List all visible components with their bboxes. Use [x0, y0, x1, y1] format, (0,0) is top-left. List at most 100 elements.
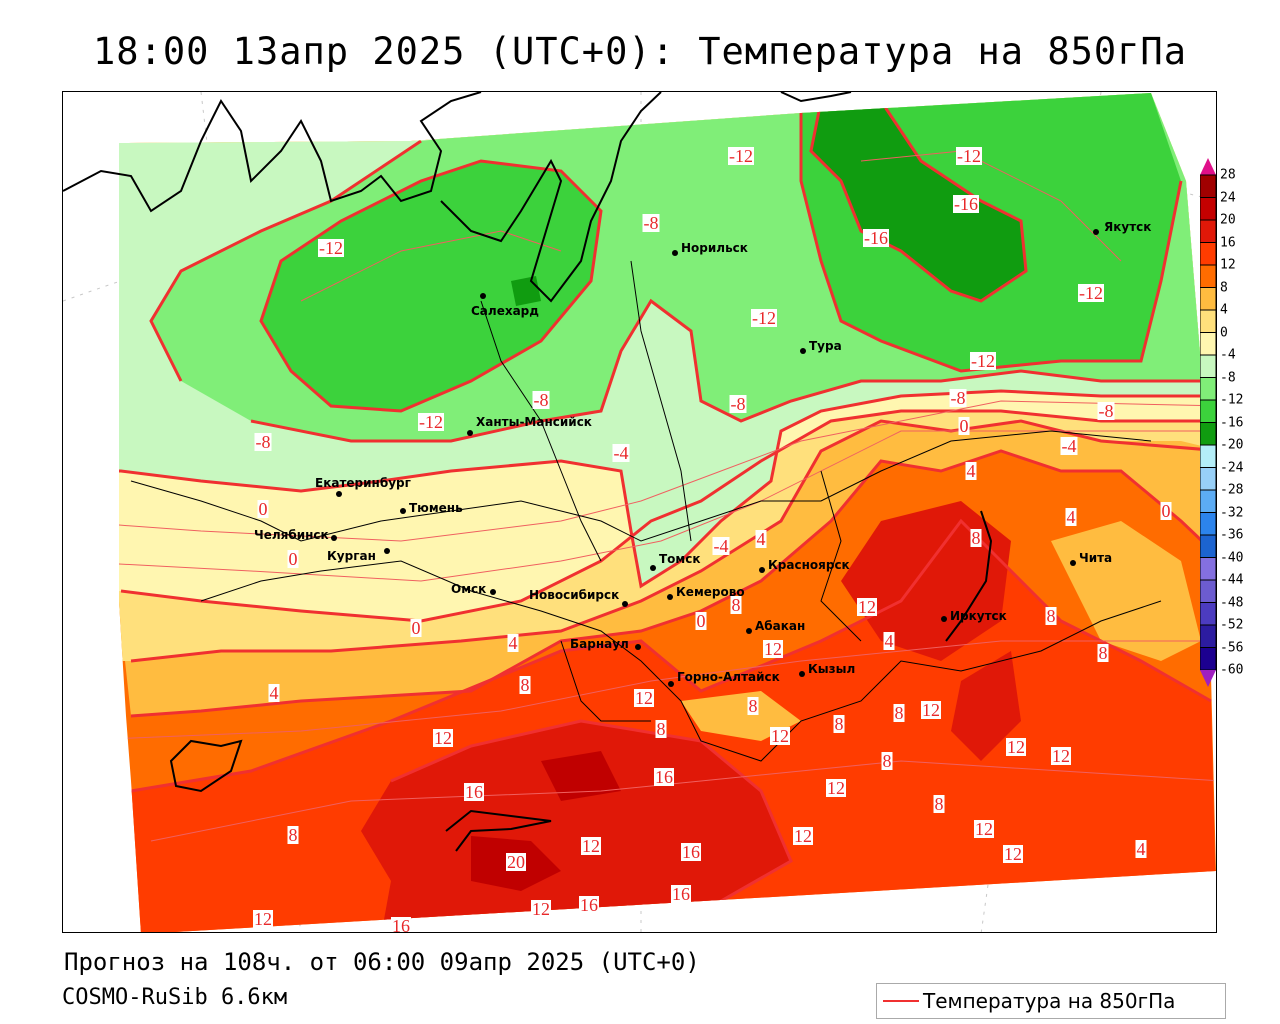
- colorbar-bin: [1200, 512, 1216, 536]
- contour-label: 8: [881, 751, 893, 771]
- contour-label: -8: [949, 388, 967, 408]
- colorbar-tick-label: -12: [1220, 392, 1244, 408]
- contour-label: -8: [642, 213, 660, 233]
- city-label: Салехард: [471, 304, 539, 318]
- band-16-20: [361, 501, 1021, 932]
- contour-label: -16: [863, 228, 889, 248]
- city-marker: [800, 348, 806, 354]
- city-label: Екатеринбург: [315, 476, 411, 490]
- band-4-8-east: [681, 521, 1201, 741]
- colorbar-bin: [1200, 174, 1216, 198]
- colorbar-tick-label: 20: [1220, 212, 1236, 228]
- city-marker: [384, 548, 390, 554]
- contour-label: -12: [418, 412, 444, 432]
- city-label: Курган: [327, 549, 376, 563]
- contour-label: 0: [257, 499, 269, 519]
- city-label: Томск: [659, 552, 701, 566]
- city-marker: [635, 644, 641, 650]
- colorbar-bin: [1200, 602, 1216, 626]
- contour-label: 8: [1097, 643, 1109, 663]
- contour-label: 8: [655, 719, 667, 739]
- contour-label: -8: [254, 432, 272, 452]
- colorbar-bin: [1200, 534, 1216, 558]
- contour-label: 12: [770, 726, 790, 746]
- city-label: Ханты-Мансийск: [476, 415, 592, 429]
- legend: Температура на 850гПа: [876, 983, 1226, 1019]
- contour-label: 4: [965, 461, 977, 481]
- temperature-map: Якутск Норильск Салехард Тура Ханты-Мансийск…: [62, 91, 1217, 933]
- city-marker: [467, 430, 473, 436]
- contour-label: 12: [857, 597, 877, 617]
- contour-label: 0: [695, 611, 707, 631]
- band-minus20-minus16: [511, 101, 1026, 306]
- contour-label: 4: [883, 631, 895, 651]
- contour-label: -12: [1078, 283, 1104, 303]
- colorbar-bin: [1200, 489, 1216, 513]
- colorbar-tick-label: -20: [1220, 437, 1244, 453]
- colorbar-tick-label: -60: [1220, 662, 1244, 678]
- colorbar-tick-label: -28: [1220, 482, 1244, 498]
- contour-label: 0: [410, 618, 422, 638]
- colorbar-tick-label: 28: [1220, 167, 1236, 183]
- legend-line-swatch: [883, 1000, 919, 1002]
- contour-label: -8: [532, 390, 550, 410]
- contour-label: 8: [519, 675, 531, 695]
- city-label: Тура: [809, 339, 842, 353]
- contour-label: 12: [531, 899, 551, 919]
- city-label: Новосибирск: [529, 588, 620, 602]
- admin-borders: [130, 260, 1162, 762]
- contour-label: 16: [671, 884, 691, 904]
- thin-contours: [119, 150, 1216, 842]
- city-label: Тюмень: [409, 501, 463, 515]
- contour-label: 20: [506, 852, 526, 872]
- contour-label: -12: [970, 351, 996, 371]
- city-label: Кызыл: [808, 662, 856, 676]
- city-marker: [1070, 560, 1076, 566]
- contour-label: 8: [893, 703, 905, 723]
- colorbar-over-triangle: [1200, 158, 1216, 175]
- city-label: Челябинск: [254, 528, 329, 542]
- city-label: Иркутск: [950, 609, 1007, 623]
- city-label: Омск: [451, 582, 487, 596]
- contour-label: -4: [1060, 436, 1078, 456]
- contour-label: -4: [612, 443, 630, 463]
- colorbar-bin: [1200, 579, 1216, 603]
- colorbar-bin: [1200, 377, 1216, 401]
- colorbar-tick-label: -40: [1220, 550, 1244, 565]
- contour-label: -8: [729, 394, 747, 414]
- colorbar-tick-label: -4: [1220, 347, 1236, 363]
- colorbar-under-triangle: [1200, 670, 1216, 687]
- map-title: 18:00 13апр 2025 (UTC+0): Температура на…: [93, 30, 1187, 73]
- colorbar-bin: [1200, 624, 1216, 648]
- city-label: Барнаул: [570, 637, 629, 651]
- contour-label: 8: [747, 696, 759, 716]
- contour-label: 4: [268, 683, 280, 703]
- contour-label: -16: [953, 194, 979, 214]
- colorbar-bin: [1200, 242, 1216, 266]
- contour-label: 4: [755, 529, 767, 549]
- temperature-bands: [119, 93, 1216, 932]
- colorbar-tick-label: 8: [1220, 280, 1228, 295]
- city-marker: [336, 491, 342, 497]
- contour-label: 4: [1065, 507, 1077, 527]
- legend-label: Температура на 850гПа: [923, 989, 1176, 1013]
- colorbar-tick-label: -36: [1220, 527, 1244, 543]
- city-label: Чита: [1079, 551, 1113, 565]
- contour-label: 12: [793, 826, 813, 846]
- contour-label: 12: [1051, 746, 1071, 766]
- contour-label: 16: [391, 916, 411, 933]
- city-marker: [400, 508, 406, 514]
- contour-label: 12: [974, 819, 994, 839]
- colorbar-tick-label: -16: [1220, 415, 1244, 430]
- contour-label: 8: [1045, 606, 1057, 626]
- contour-label: -12: [318, 238, 344, 258]
- city-label: Горно-Алтайск: [677, 670, 780, 684]
- colorbar-bin: [1200, 309, 1216, 333]
- city-label: Норильск: [681, 241, 748, 255]
- colorbar-tick-label: -32: [1220, 505, 1244, 520]
- colorbar-tick-label: 0: [1220, 325, 1228, 340]
- colorbar-bin: [1200, 219, 1216, 243]
- colorbar-tick-label: 4: [1220, 302, 1228, 318]
- city-marker: [672, 250, 678, 256]
- city-marker: [1093, 229, 1099, 235]
